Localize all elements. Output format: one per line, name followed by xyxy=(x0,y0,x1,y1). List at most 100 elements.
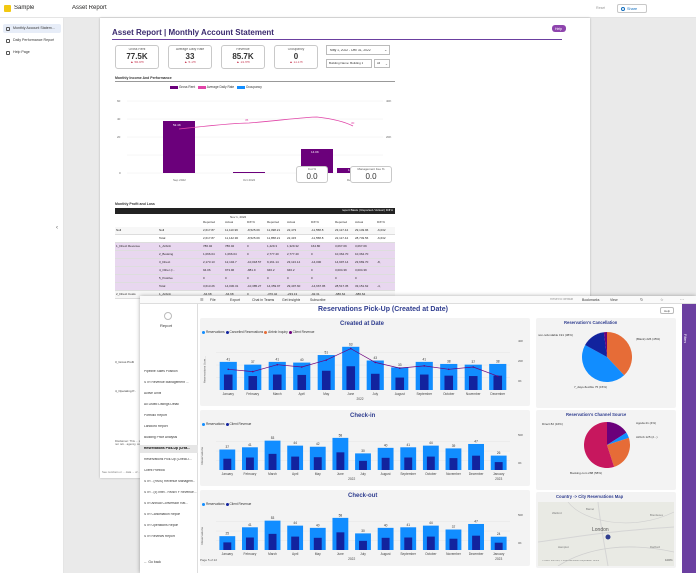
bar-segment[interactable] xyxy=(268,533,277,550)
legend-item[interactable]: Cancelled Reservations xyxy=(225,330,263,334)
bar-segment[interactable] xyxy=(313,457,322,470)
channel-source-pie[interactable] xyxy=(584,422,630,468)
report2-nav-item[interactable]: Building Price Analysis xyxy=(140,434,198,442)
bar-segment[interactable] xyxy=(346,366,356,390)
reset-button[interactable]: Reset xyxy=(596,6,606,10)
legend-item-gross-rent[interactable]: Gross Rent xyxy=(170,85,195,89)
legend-item[interactable]: Airbnb Inquiry xyxy=(264,330,288,334)
building-dropdown[interactable]: All ⌄ xyxy=(374,59,390,68)
line-point[interactable] xyxy=(447,368,450,371)
pie-slice[interactable] xyxy=(603,332,607,357)
share-button[interactable]: Share xyxy=(617,4,647,13)
toolbar-bookmarks[interactable]: Bookmarks xyxy=(582,298,600,302)
help-button[interactable]: Help xyxy=(552,25,566,32)
bar-segment[interactable] xyxy=(336,452,345,470)
bar-segment[interactable] xyxy=(494,542,503,550)
bar-segment[interactable] xyxy=(472,535,481,550)
table-col-header[interactable]: Reported xyxy=(335,221,348,224)
bar-segment[interactable] xyxy=(248,376,258,390)
bar-segment[interactable] xyxy=(268,453,277,470)
bar-segment[interactable] xyxy=(449,458,458,470)
bar-segment[interactable] xyxy=(313,537,322,550)
pie-slice[interactable] xyxy=(585,332,607,357)
nav-item-daily-performance[interactable]: Daily Performance Report xyxy=(3,36,61,45)
bar-segment[interactable] xyxy=(404,537,413,550)
report2-nav-item[interactable]: Pipeline Sales Position xyxy=(140,368,198,376)
legend-item[interactable]: Reservations xyxy=(202,330,225,334)
legend-item[interactable]: Client Revenue xyxy=(225,502,251,506)
bar-segment[interactable] xyxy=(381,537,390,550)
report2-nav-item[interactable]: Reservations Pick-Up (Crea... xyxy=(140,445,198,453)
table-col-header[interactable]: Reported xyxy=(203,221,216,224)
table-col-header[interactable]: Reported xyxy=(267,221,280,224)
back-button[interactable]: ← Go back xyxy=(144,560,161,564)
date-range-slicer[interactable]: May 1, 2022 - Dec 31, 2022 ⌄ xyxy=(326,45,390,55)
bar-segment[interactable] xyxy=(472,455,481,470)
bar-segment[interactable] xyxy=(297,374,307,390)
report2-nav-item[interactable]: Landlord Report xyxy=(140,423,198,431)
refresh-icon[interactable]: ↻ xyxy=(640,297,644,302)
line-point[interactable] xyxy=(300,366,303,368)
nav-item-monthly-account[interactable]: Monthly Account Statem... xyxy=(3,24,61,33)
toolbar-reset-default[interactable]: Reset to default xyxy=(550,298,574,301)
line-point[interactable] xyxy=(227,368,230,371)
table-col-header[interactable]: Actual xyxy=(225,221,234,224)
toolbar-file[interactable]: File xyxy=(210,298,216,302)
report2-help-button[interactable]: Help xyxy=(660,307,674,314)
legend-item[interactable]: Client Revenue xyxy=(225,422,251,426)
bar-segment[interactable] xyxy=(370,373,380,390)
filters-pane-collapsed[interactable]: Filters xyxy=(682,304,696,573)
line-point[interactable] xyxy=(496,375,499,377)
report2-nav-item[interactable]: Client Portfolio xyxy=(140,467,198,475)
bar-segment[interactable] xyxy=(359,540,367,550)
bar-segment[interactable] xyxy=(223,542,232,550)
legend-item[interactable]: Reservations xyxy=(202,502,225,506)
pie-slice[interactable] xyxy=(607,332,632,376)
bar-segment[interactable] xyxy=(245,457,254,470)
bar-segment[interactable] xyxy=(493,375,503,390)
report2-nav-item[interactable]: STR Annual Conversion Rat... xyxy=(140,500,198,508)
legend-item-adr[interactable]: Average Daily Rate xyxy=(197,85,234,89)
app-name[interactable]: Sample xyxy=(14,5,35,11)
bar-segment[interactable] xyxy=(444,375,454,390)
table-col-header[interactable]: Diff % xyxy=(377,221,385,224)
legend-item[interactable]: Reservations xyxy=(202,422,225,426)
bar-segment[interactable] xyxy=(395,377,405,390)
reservations-map[interactable]: London Barnet Hampton Watford Dartford B… xyxy=(538,502,674,566)
star-icon[interactable]: ☆ xyxy=(660,297,664,302)
bar-sep[interactable] xyxy=(163,121,195,173)
line-point[interactable] xyxy=(472,366,475,368)
pie-slice[interactable] xyxy=(607,437,630,467)
report2-nav-item[interactable]: All Listed Listings Detail xyxy=(140,401,198,409)
menu-icon[interactable]: ☰ xyxy=(200,297,204,302)
report2-nav-item[interactable]: Active Units xyxy=(140,390,198,398)
bar-segment[interactable] xyxy=(245,537,254,550)
line-point[interactable] xyxy=(374,361,377,364)
pie-slice[interactable] xyxy=(582,344,625,382)
bar-segment[interactable] xyxy=(381,457,390,470)
report2-nav-item[interactable]: Reservations Pick-Up (Check-I... xyxy=(140,456,198,464)
report2-nav-item[interactable]: STR Revenue Management ... xyxy=(140,379,198,387)
line-point[interactable] xyxy=(423,365,426,367)
toolbar-export[interactable]: Export xyxy=(230,298,241,302)
report2-nav-item[interactable]: STR Reviews Report xyxy=(140,533,198,541)
report2-nav-item[interactable]: Portfolio Report xyxy=(140,412,198,420)
bar-segment[interactable] xyxy=(359,460,367,470)
zoom-level[interactable]: 100% xyxy=(665,559,673,562)
toolbar-get-insights[interactable]: Get insights xyxy=(282,298,301,302)
bar-segment[interactable] xyxy=(291,536,300,550)
bar-segment[interactable] xyxy=(223,374,233,390)
toolbar-view[interactable]: View xyxy=(610,298,618,302)
report2-nav-item[interactable]: STR - (c) Intel - RMWTF Revenue... xyxy=(140,489,198,497)
table-col-header[interactable]: Actual xyxy=(355,221,364,224)
bar-segment[interactable] xyxy=(223,458,232,470)
more-icon[interactable]: ⋯ xyxy=(680,297,684,302)
toolbar-subscribe[interactable]: Subscribe xyxy=(310,298,326,302)
legend-item-occupancy[interactable]: Occupancy xyxy=(236,85,262,89)
table-col-header[interactable]: Actual xyxy=(287,221,296,224)
line-point[interactable] xyxy=(325,359,328,361)
bar-segment[interactable] xyxy=(468,376,478,390)
pie-slice[interactable] xyxy=(607,432,629,445)
line-point[interactable] xyxy=(276,363,279,366)
report2-nav-item[interactable]: STR - (RMS) Revenue Managem... xyxy=(140,478,198,486)
